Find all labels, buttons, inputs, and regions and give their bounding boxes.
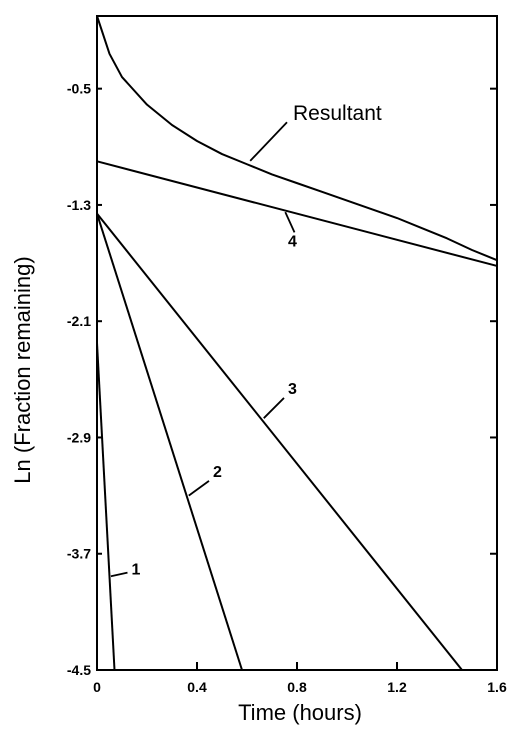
y-tick-label: -2.9 <box>67 429 91 445</box>
x-tick-label: 1.6 <box>487 679 507 695</box>
series-lines <box>96 15 498 671</box>
series-label-1: 1 <box>132 562 141 579</box>
series-line-2 <box>96 213 243 671</box>
label-leader-line <box>263 397 285 419</box>
label-leader-line <box>249 121 288 162</box>
series-label-4: 4 <box>288 233 297 250</box>
x-axis-title: Time (hours) <box>238 700 362 725</box>
label-leader-line <box>110 571 128 578</box>
x-tick-label: 1.2 <box>387 679 407 695</box>
y-tick-label: -2.1 <box>67 313 91 329</box>
y-tick-label: -1.3 <box>67 197 91 213</box>
series-label-resultant: Resultant <box>293 102 382 125</box>
x-tick-label: 0 <box>93 679 101 695</box>
y-tick-label: -3.7 <box>67 546 91 562</box>
x-tick-label: 0.8 <box>287 679 307 695</box>
x-tick-label: 0.4 <box>187 679 207 695</box>
y-tick-label: -4.5 <box>67 662 91 678</box>
series-line-4 <box>96 160 498 267</box>
series-label-3: 3 <box>288 381 297 398</box>
series-label-2: 2 <box>213 464 222 481</box>
y-axis-title: Ln (Fraction remaining) <box>10 256 35 483</box>
series-line-resultant <box>96 15 498 262</box>
series-line-1 <box>96 342 116 671</box>
axis-ticks: 0 0.4 0.8 1.2 1.6 -0.5 -1.3 -2.1 -2.9 -3.7 -4.5 <box>67 81 507 695</box>
label-leader-line <box>284 211 296 233</box>
label-leader-line <box>188 480 210 497</box>
series-line-3 <box>96 213 463 671</box>
y-tick-label: -0.5 <box>67 81 91 97</box>
series-labels: Resultant 4 3 2 1 <box>110 102 382 579</box>
